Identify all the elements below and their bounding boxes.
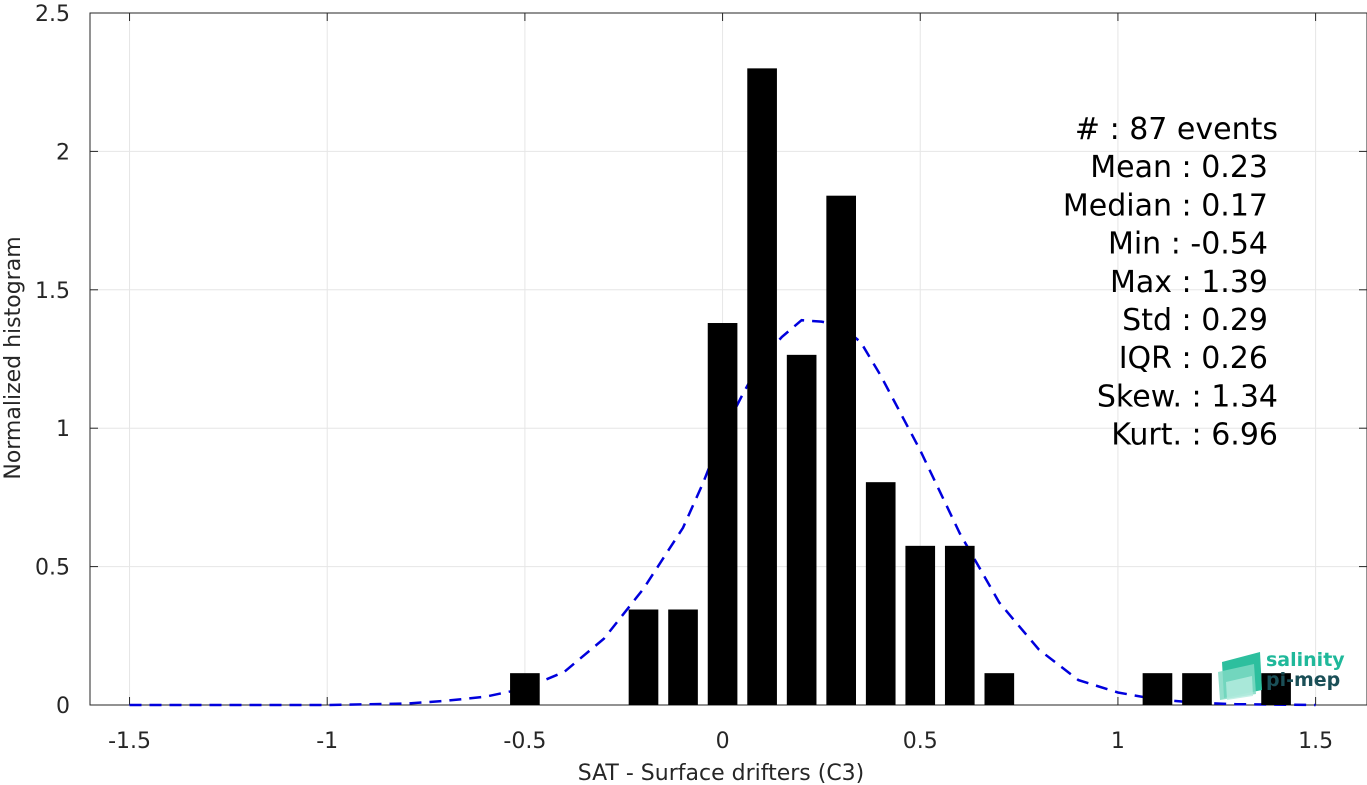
- stat-line: Skew. : 1.34: [1097, 379, 1278, 414]
- histogram-bar: [984, 673, 1015, 705]
- stat-line: Std : 0.29: [1122, 303, 1268, 338]
- y-tick-label: 2: [56, 140, 70, 165]
- logo-icon: [1218, 652, 1262, 700]
- salinity-pimep-logo: salinity pi-mep: [1218, 649, 1345, 700]
- histogram-bar: [510, 673, 540, 705]
- histogram-bar: [1261, 673, 1291, 705]
- stat-line: IQR : 0.26: [1119, 341, 1268, 376]
- histogram-bar: [707, 323, 738, 705]
- stat-line: # : 87 events: [1075, 112, 1278, 147]
- histogram-bar: [747, 68, 777, 706]
- tick-labels: -1.5 -1 -0.5 0 0.5 1 1.5 0 0.5 1 1.5 2 2.5: [35, 2, 1333, 754]
- stat-line: Mean : 0.23: [1090, 150, 1268, 185]
- logo-line-2: pi-mep: [1266, 669, 1340, 691]
- y-axis-label: Normalized histogram: [1, 236, 26, 479]
- x-tick-label: -0.5: [503, 729, 546, 754]
- stat-line: Max : 1.39: [1110, 265, 1268, 300]
- histogram-bar: [905, 545, 936, 705]
- x-axis-label: SAT - Surface drifters (C3): [578, 761, 865, 785]
- fit-curve: [129, 318, 1316, 707]
- x-tick-label: -1.5: [108, 729, 151, 754]
- x-tick-label: 1: [1111, 729, 1125, 754]
- y-tick-label: 0.5: [35, 556, 70, 581]
- x-tick-label: 0.5: [903, 729, 938, 754]
- histogram-bar: [1182, 673, 1212, 705]
- x-tick-label: 0: [716, 729, 730, 754]
- histogram-bar: [628, 609, 659, 705]
- y-tick-label: 0: [56, 694, 70, 719]
- histogram-bar: [865, 482, 896, 705]
- histogram-bar: [668, 609, 698, 705]
- histogram-bar: [826, 195, 857, 706]
- histogram-bar: [1142, 673, 1173, 705]
- fit-curve-layer: [129, 318, 1316, 707]
- y-tick-label: 2.5: [35, 2, 70, 27]
- logo-line-1: salinity: [1266, 649, 1345, 671]
- y-tick-label: 1.5: [35, 279, 70, 304]
- histogram-bar: [786, 354, 817, 705]
- histogram-bar: [944, 545, 975, 705]
- y-tick-label: 1: [56, 417, 70, 442]
- stat-line: Min : -0.54: [1108, 227, 1268, 262]
- x-tick-label: 1.5: [1298, 729, 1333, 754]
- stat-line: Median : 0.17: [1063, 188, 1268, 223]
- stat-line: Kurt. : 6.96: [1111, 418, 1278, 453]
- bars: [510, 68, 1291, 706]
- x-tick-label: -1: [316, 729, 338, 754]
